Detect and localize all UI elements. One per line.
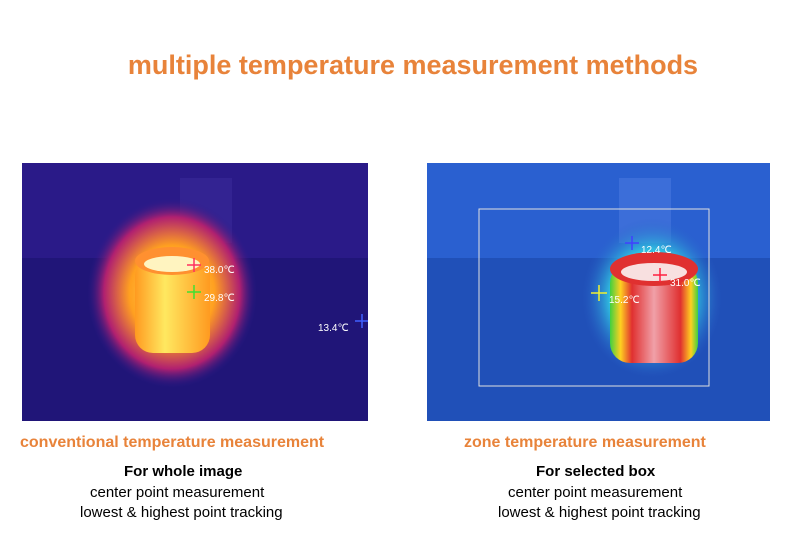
- panel-subject: For selected box: [536, 463, 656, 480]
- panel-line: lowest & highest point tracking: [80, 504, 283, 521]
- reading-label: 13.4℃: [318, 323, 349, 334]
- reading-label: 38.0℃: [204, 265, 235, 276]
- panel-heading: conventional temperature measurement: [20, 434, 325, 451]
- panel-line: center point measurement: [508, 484, 683, 501]
- thermal-image-zone: 12.4℃ 31.0℃ 15.2℃: [427, 163, 770, 421]
- reading-label: 29.8℃: [204, 293, 235, 304]
- panel-line: lowest & highest point tracking: [498, 504, 701, 521]
- panel-subject: For whole image: [124, 463, 243, 480]
- reading-label: 12.4℃: [641, 245, 672, 256]
- thermal-image-whole: 38.0℃ 29.8℃ 13.4℃: [22, 163, 368, 421]
- reading-label: 15.2℃: [609, 295, 640, 306]
- title: multiple temperature measurement methods: [127, 50, 699, 80]
- panel-line: center point measurement: [90, 484, 265, 501]
- reading-label: 31.0℃: [670, 278, 701, 289]
- panel-heading: zone temperature measurement: [464, 434, 706, 451]
